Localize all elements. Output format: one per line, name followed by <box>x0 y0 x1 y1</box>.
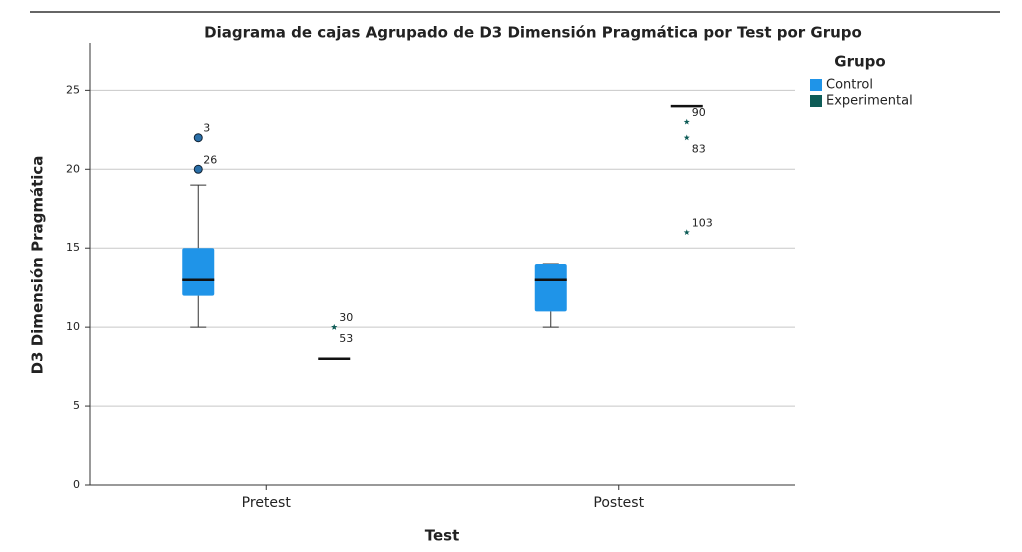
outlier-label: 30 <box>339 311 353 324</box>
outlier-label: 3 <box>203 122 210 135</box>
chart-title: Diagrama de cajas Agrupado de D3 Dimensi… <box>204 24 862 42</box>
legend-swatch <box>810 95 822 107</box>
y-tick-label: 20 <box>66 162 80 175</box>
outlier-label: 103 <box>692 216 713 229</box>
outlier-label: 26 <box>203 153 217 166</box>
box <box>534 264 567 312</box>
extreme <box>683 134 690 141</box>
x-tick-label: Postest <box>593 495 644 511</box>
outlier-label: 83 <box>692 143 706 156</box>
outlier <box>193 133 203 143</box>
outlier-label: 90 <box>692 106 706 119</box>
extreme <box>683 229 690 236</box>
legend-title: Grupo <box>834 53 885 71</box>
y-tick-label: 25 <box>66 83 80 96</box>
y-tick-label: 5 <box>73 399 80 412</box>
y-tick-label: 0 <box>73 478 80 491</box>
x-axis-label: Test <box>425 527 460 545</box>
legend-label: Control <box>826 78 873 93</box>
legend-label: Experimental <box>826 94 913 109</box>
y-tick-label: 15 <box>66 241 80 254</box>
x-tick-label: Pretest <box>242 495 292 511</box>
y-axis-label: D3 Dimensión Pragmática <box>29 156 47 375</box>
outlier <box>193 164 203 174</box>
extreme <box>683 118 690 125</box>
legend-swatch <box>810 79 822 91</box>
y-tick-label: 10 <box>66 320 80 333</box>
outlier-label: 53 <box>339 332 353 345</box>
extreme <box>331 323 338 330</box>
box <box>182 248 215 296</box>
